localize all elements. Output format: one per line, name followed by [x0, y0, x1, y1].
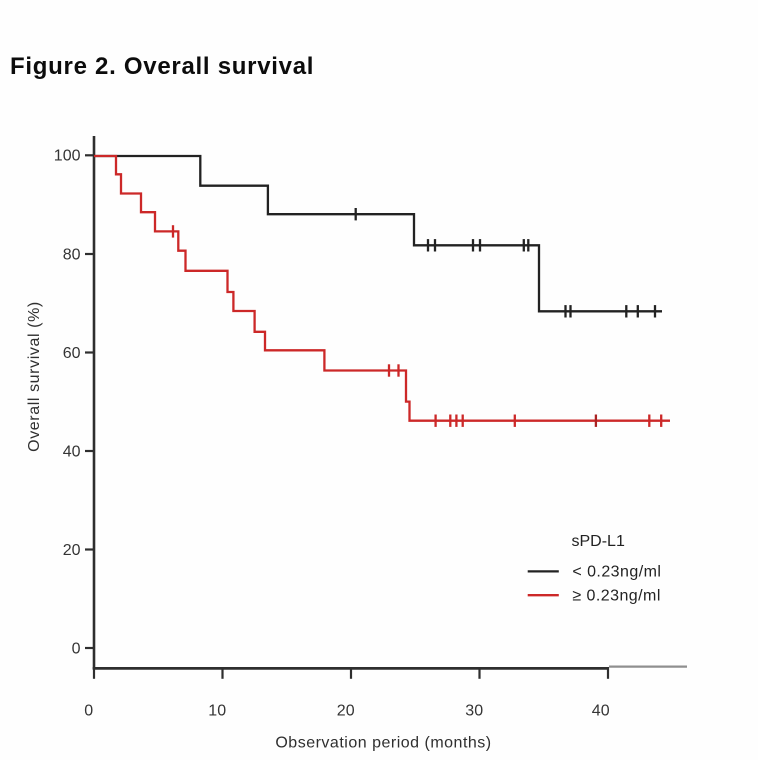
- svg-text:10: 10: [208, 703, 226, 720]
- svg-text:40: 40: [63, 443, 81, 460]
- svg-text:40: 40: [592, 703, 610, 720]
- svg-text:< 0.23ng/ml: < 0.23ng/ml: [572, 564, 661, 581]
- svg-text:Figure 2. Overall survival: Figure 2. Overall survival: [10, 53, 314, 80]
- svg-text:30: 30: [465, 703, 483, 720]
- svg-text:80: 80: [63, 246, 81, 263]
- svg-text:20: 20: [63, 542, 81, 559]
- svg-text:0: 0: [84, 703, 93, 720]
- svg-text:0: 0: [72, 640, 81, 657]
- svg-text:Overall survival (%): Overall survival (%): [26, 301, 43, 452]
- svg-text:20: 20: [337, 703, 355, 720]
- svg-text:sPD-L1: sPD-L1: [572, 533, 625, 550]
- svg-text:100: 100: [54, 148, 81, 165]
- svg-text:≥ 0.23ng/ml: ≥ 0.23ng/ml: [572, 588, 660, 605]
- svg-text:60: 60: [63, 345, 81, 362]
- svg-text:Observation period (months): Observation period (months): [275, 735, 491, 752]
